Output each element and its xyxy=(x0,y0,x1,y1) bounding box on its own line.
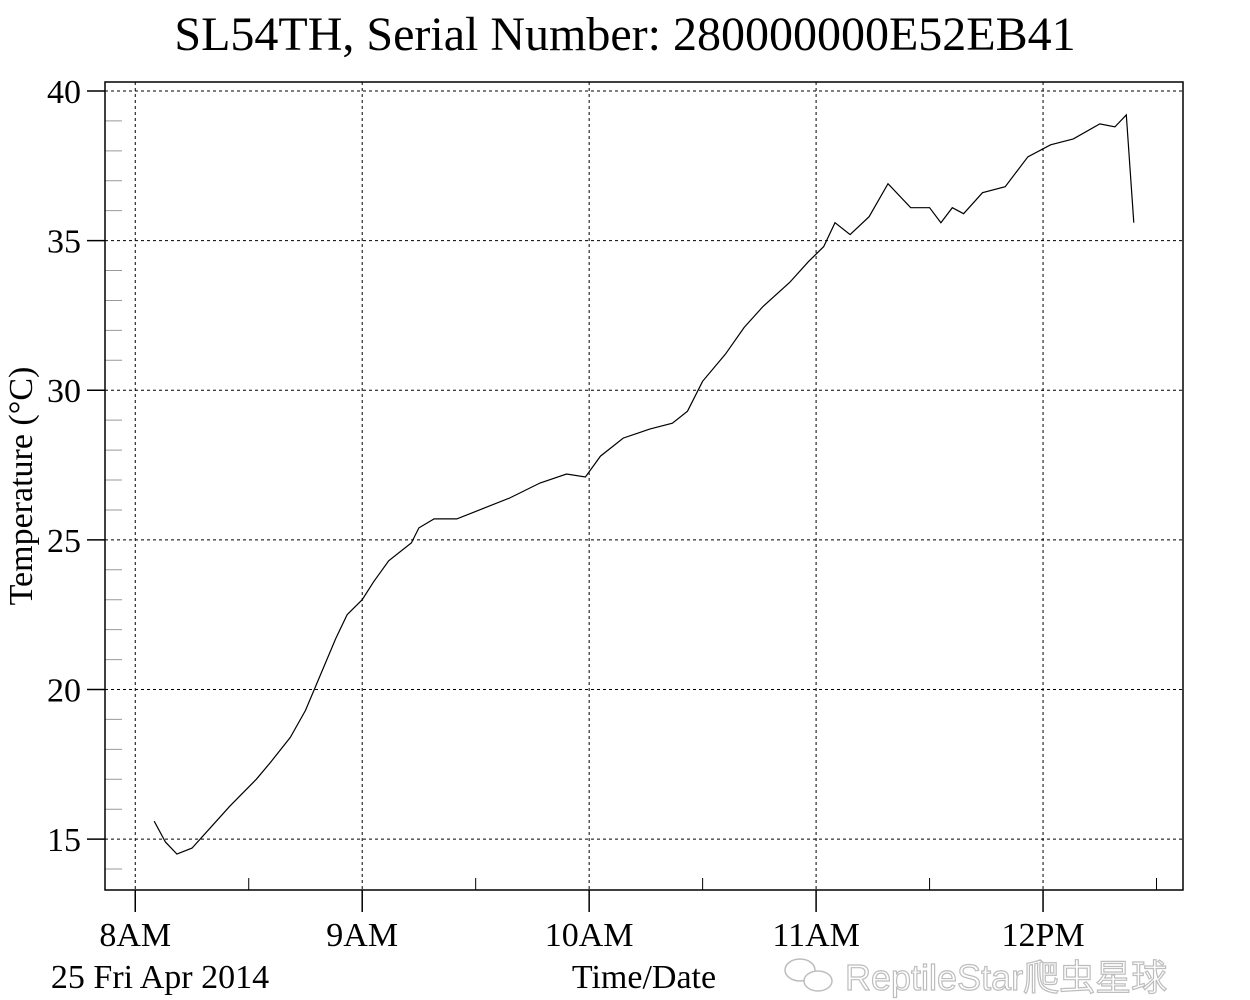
y-tick-label: 15 xyxy=(47,822,81,859)
plot-frame xyxy=(104,81,1184,891)
y-tick-label: 40 xyxy=(47,74,81,111)
date-label: 25 Fri Apr 2014 xyxy=(51,959,269,996)
y-tick-label: 35 xyxy=(47,224,81,261)
y-tick-label: 20 xyxy=(47,672,81,709)
y-tick-label: 30 xyxy=(47,373,81,410)
watermark-text: ReptileStar爬虫星球 xyxy=(845,957,1167,998)
x-tick-labels: 8AM 9AM 10AM 11AM 12PM xyxy=(99,917,1084,954)
watermark: ReptileStar爬虫星球 xyxy=(784,956,1168,999)
x-axis-label: Time/Date xyxy=(572,959,716,996)
x-tick-label: 8AM xyxy=(99,917,171,954)
chart-title: SL54TH, Serial Number: 280000000E52EB41 xyxy=(174,8,1075,61)
y-axis-label: Temperature (°C) xyxy=(3,367,40,606)
x-tick-label: 10AM xyxy=(545,917,634,954)
x-tick-label: 9AM xyxy=(326,917,398,954)
x-tick-label: 12PM xyxy=(1001,917,1084,954)
x-tick-label: 11AM xyxy=(772,917,860,954)
y-tick-labels: 15 20 25 30 35 40 xyxy=(47,74,81,859)
wechat-icon xyxy=(784,958,833,992)
temperature-series-line xyxy=(153,113,1135,855)
grid xyxy=(105,82,1183,890)
ticks xyxy=(87,90,1158,912)
y-tick-label: 25 xyxy=(47,523,81,560)
